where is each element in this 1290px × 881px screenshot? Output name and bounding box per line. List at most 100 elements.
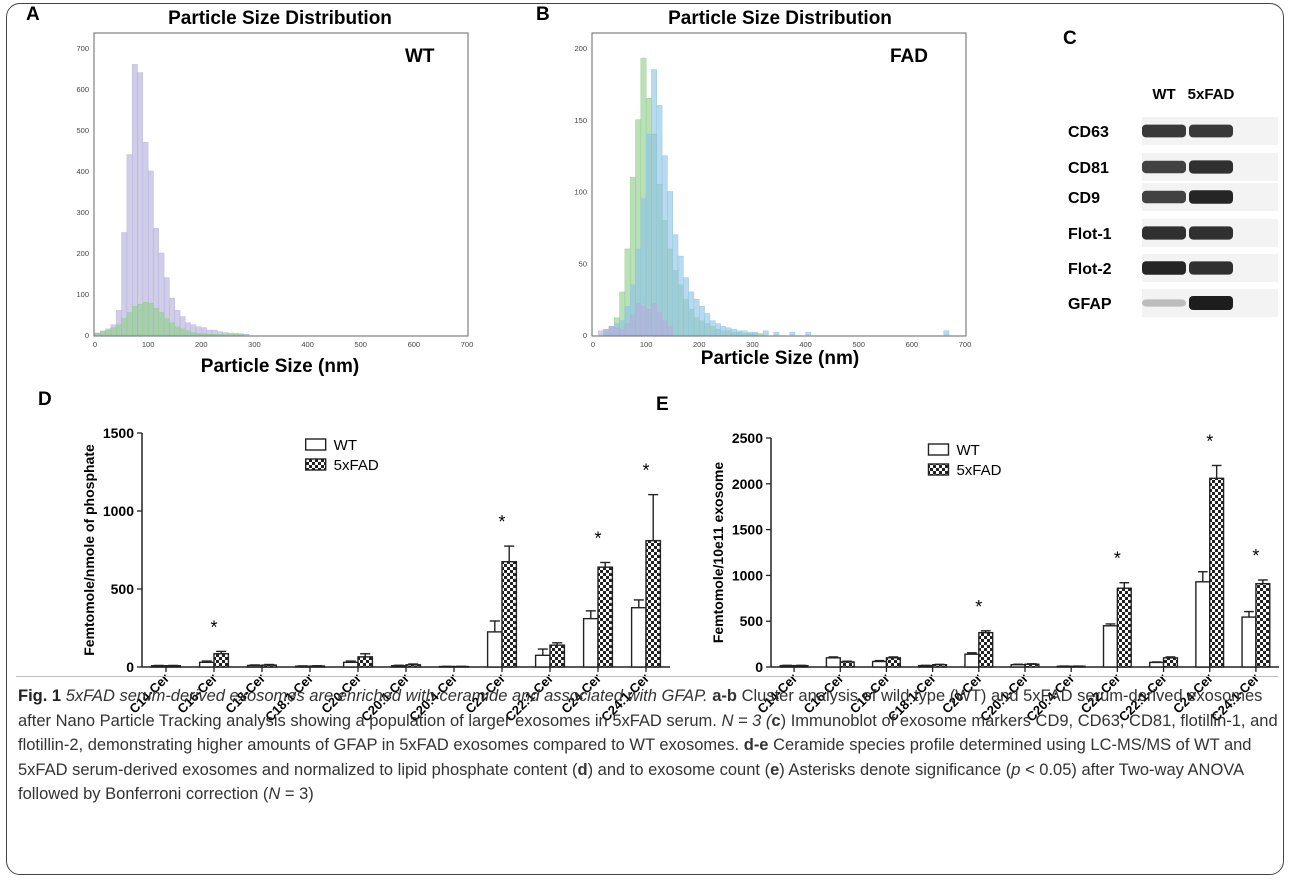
hist-bar-blue (762, 330, 769, 336)
y-tick-label: 1500 (732, 522, 763, 538)
hist-bar-blue (645, 133, 652, 336)
hist-bar-blue (741, 330, 748, 336)
hist-bar-purple (630, 314, 636, 336)
caption-fig-number: Fig. 1 (18, 687, 62, 705)
x-tick-label: 400 (301, 340, 314, 349)
hist-bar-purple (243, 333, 250, 336)
hist-bar-green (757, 333, 764, 336)
hist-bar-blue (736, 330, 743, 336)
hist-bar-purple (608, 326, 615, 336)
panel-b: B Particle Size Distribution 0 100 200 300 4… (536, 4, 971, 369)
hist-bar-blue (661, 155, 668, 336)
x-tick-label: 100 (142, 340, 155, 349)
panel-a-plot-frame (93, 32, 469, 337)
y-tick-label: 0 (85, 331, 89, 340)
hist-bar-green (163, 318, 170, 336)
x-tick-label: 700 (461, 340, 474, 349)
hist-bar-blue (667, 191, 673, 336)
significance-asterisk: * (1114, 549, 1121, 569)
bar-5xfad (405, 664, 422, 668)
legend-label: WT (334, 437, 357, 454)
legend-swatch (304, 438, 327, 451)
y-tick-label: 0 (583, 331, 587, 340)
x-tick-label: 600 (408, 340, 421, 349)
figure-frame (6, 3, 1284, 875)
hist-bar-blue (725, 327, 732, 336)
hist-bar-green (131, 306, 138, 336)
blot-band (1189, 226, 1233, 240)
blot-band (1189, 261, 1233, 275)
hist-bar-blue (752, 331, 758, 336)
x-tick-label: 200 (195, 340, 208, 349)
y-tick-label: 0 (755, 659, 763, 675)
hist-bar-blue (699, 306, 705, 336)
y-tick-label: 500 (76, 126, 89, 135)
caption-text-6: < 0.05) after Two-way ANOVA followed by … (18, 760, 1244, 804)
bar-wt (1195, 581, 1211, 668)
hist-bar-blue (677, 255, 684, 336)
hist-bar-green (195, 333, 202, 336)
bar-wt (871, 660, 888, 668)
hist-bar-blue (704, 313, 711, 336)
panel-a-title: Particle Size Distribution (168, 8, 392, 29)
hist-bar-purple (640, 306, 647, 336)
hist-bar-purple (131, 64, 138, 336)
western-blot: WT 5xFAD CD63 CD81 CD9 Flot-1 Flot-2 GFAP (1068, 86, 1278, 317)
panel-c-letter: C (1063, 28, 1077, 49)
panel-b-title: Particle Size Distribution (668, 8, 892, 29)
hist-bar-blue (693, 298, 700, 336)
significance-asterisk: * (642, 461, 649, 481)
caption-text-7: = 3) (280, 785, 314, 803)
blot-band (1142, 261, 1186, 275)
bar-wt (825, 657, 841, 668)
panel-e: E 0 500 1000 1500 2000 2500 Femtomole/10e11 ex… (656, 394, 1279, 725)
bar-5xfad (549, 644, 566, 668)
panel-d-letter: D (38, 389, 52, 410)
panel-e-letter: E (656, 394, 669, 415)
hist-bar-purple (137, 72, 144, 336)
bar-5xfad (261, 664, 278, 668)
x-tick-label: 200 (693, 340, 706, 349)
caption-label-e: e (770, 760, 780, 779)
blot-band (1142, 299, 1186, 307)
x-tick-label: 500 (852, 340, 865, 349)
bar-wt (342, 661, 359, 668)
y-axis-label: Femtomole/nmole of phosphate (81, 444, 97, 656)
bar-wt (198, 661, 215, 668)
panel-d-plot: 0 500 1000 1500 Femtomole/nmole of phosphate… (81, 425, 670, 725)
hist-bar-blue (651, 69, 657, 336)
bar-wt (246, 664, 263, 668)
x-tick-label: 700 (959, 340, 972, 349)
x-tick-label: 500 (354, 340, 367, 349)
blot-row-label: Flot-2 (1068, 261, 1112, 278)
caption-text-5: ) Asterisks denote significance ( (779, 760, 1012, 779)
bar-wt (630, 607, 647, 668)
hist-bar-green (116, 324, 122, 336)
hist-bar-blue (683, 277, 689, 336)
panel-d: D 0 500 1000 1500 Femtomole/nmole of phospha… (38, 389, 670, 725)
y-tick-label: 600 (76, 85, 89, 94)
hist-bar-blue (656, 105, 663, 336)
bar-5xfad (839, 661, 855, 668)
y-tick-label: 400 (76, 167, 89, 176)
blot-band (1142, 226, 1186, 240)
significance-asterisk: * (498, 512, 505, 532)
x-tick-label: 600 (906, 340, 919, 349)
panel-c: C WT 5xFAD CD63 CD81 CD9 Flot-1 Flot-2 GFAP (1063, 28, 1278, 317)
hist-bar-purple (614, 327, 620, 336)
hist-bar-green (126, 312, 133, 336)
hist-bar-green (201, 333, 207, 336)
panel-a-label: WT (405, 46, 435, 67)
hist-bar-purple (598, 330, 604, 336)
caption-text-4: ) and to exosome count ( (587, 760, 771, 779)
y-tick-label: 100 (76, 290, 89, 299)
caption-text-2: ) Immunoblot of exosome markers CD9, CD6… (18, 711, 1278, 755)
legend-label: 5xFAD (334, 457, 379, 474)
legend-label: WT (956, 442, 979, 459)
figure-caption: Fig. 1 5xFAD serum-derived exosomes are … (16, 676, 1280, 807)
y-tick-label: 1000 (732, 567, 763, 583)
hist-bar-blue (773, 331, 780, 336)
panel-a: A Particle Size Distribution 0 100 200 300 4… (26, 4, 473, 377)
blot-band (1142, 124, 1186, 138)
